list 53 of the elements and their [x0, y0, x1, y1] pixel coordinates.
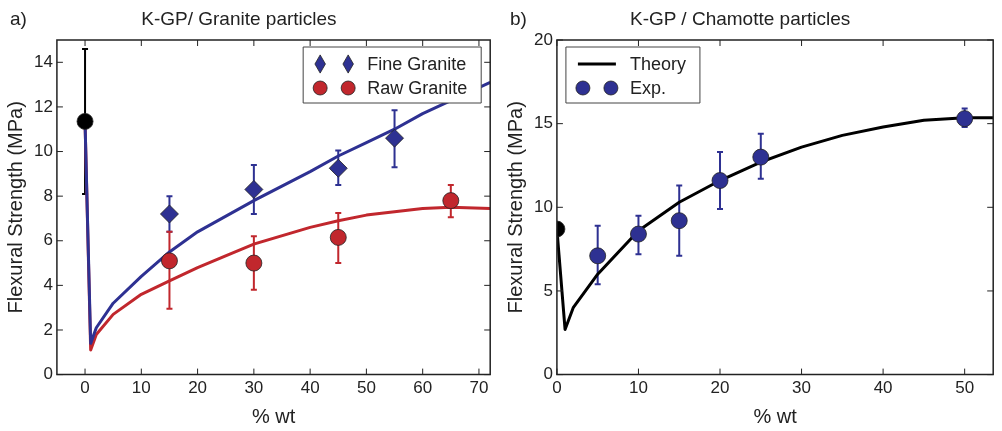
- point: [161, 252, 178, 270]
- y-tick-label: 10: [533, 196, 553, 216]
- point: [670, 212, 688, 230]
- x-tick-label: 10: [131, 378, 151, 398]
- point: [244, 180, 264, 199]
- point: [956, 110, 974, 128]
- point: [711, 172, 729, 189]
- point: [630, 225, 647, 243]
- x-tick-label: 30: [244, 378, 264, 398]
- x-tick-label: 70: [469, 378, 489, 398]
- point: [329, 229, 347, 246]
- x-tick-label: 40: [300, 378, 320, 398]
- y-tick-label: 12: [33, 96, 53, 116]
- x-tick-label: 20: [188, 378, 208, 398]
- legend-label: Fine Granite: [367, 53, 467, 74]
- x-tick-label: 0: [80, 378, 90, 398]
- text: a): [10, 8, 27, 30]
- x-axis-title: % wt: [251, 404, 296, 427]
- chart-title: K-GP/ Granite particles: [141, 8, 337, 30]
- x-tick-label: 40: [873, 378, 893, 398]
- legend-label: Theory: [629, 53, 686, 74]
- y-tick-label: 14: [33, 51, 53, 71]
- y-tick-label: 15: [533, 113, 553, 133]
- point: [160, 204, 179, 224]
- y-axis-title: Flexural Strength (MPa): [3, 101, 26, 314]
- x-tick-label: 50: [955, 378, 975, 398]
- y-axis-title: Flexural Strength (MPa): [503, 101, 526, 314]
- x-tick-label: 50: [356, 378, 376, 398]
- y-tick-label: 6: [43, 230, 53, 250]
- point: [442, 192, 460, 210]
- x-tick-label: 30: [792, 378, 812, 398]
- y-tick-label: 5: [543, 280, 553, 300]
- point: [245, 254, 263, 272]
- y-tick-label: 0: [543, 364, 553, 384]
- y-tick-label: 20: [533, 29, 553, 49]
- point: [76, 113, 94, 130]
- point: [385, 128, 404, 148]
- x-tick-label: 10: [629, 378, 648, 398]
- y-tick-label: 4: [43, 275, 53, 295]
- y-tick-label: 2: [43, 319, 53, 339]
- chart-title: K-GP / Chamotte particles: [629, 8, 851, 30]
- x-tick-label: 60: [413, 378, 433, 398]
- point: [328, 158, 348, 178]
- x-axis-title: % wt: [753, 404, 798, 427]
- y-tick-label: 8: [43, 185, 53, 205]
- legend-label: Raw Granite: [367, 77, 468, 98]
- legend-label: Exp.: [629, 77, 666, 98]
- y-tick-label: 10: [33, 141, 53, 161]
- text: b): [510, 8, 527, 30]
- point: [589, 247, 607, 265]
- x-tick-label: 20: [710, 378, 730, 398]
- point: [752, 148, 770, 166]
- y-tick-label: 0: [43, 364, 53, 384]
